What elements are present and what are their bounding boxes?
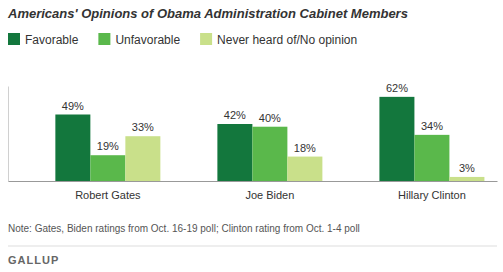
bar xyxy=(287,157,322,181)
x-tick-label: Robert Gates xyxy=(75,189,141,201)
data-label: 33% xyxy=(132,121,154,133)
y-axis-line xyxy=(8,87,9,182)
note: Note: Gates, Biden ratings from Oct. 16-… xyxy=(8,223,360,234)
legend-item: Favorable xyxy=(8,33,79,47)
separator xyxy=(8,246,497,247)
bar xyxy=(125,136,160,181)
data-label: 18% xyxy=(294,142,316,154)
bars xyxy=(55,97,484,181)
data-label: 62% xyxy=(386,82,408,94)
data-label: 19% xyxy=(97,140,119,152)
x-tick-label: Hillary Clinton xyxy=(398,189,466,201)
data-labels: 49% 42% 62% 19% 40% 34% 33% 18% 3% xyxy=(62,82,475,174)
x-tick: Robert Gates xyxy=(75,181,141,201)
chart: Americans' Opinions of Obama Administrat… xyxy=(0,0,503,272)
legend-item: Unfavorable xyxy=(98,33,180,47)
bar xyxy=(90,155,125,181)
data-label: 3% xyxy=(459,162,475,174)
data-label: 42% xyxy=(224,109,246,121)
legend-swatch xyxy=(200,33,212,45)
title: Americans' Opinions of Obama Administrat… xyxy=(7,6,408,21)
bar xyxy=(414,135,449,181)
data-label: 49% xyxy=(62,100,84,112)
legend-label: Unfavorable xyxy=(115,33,180,47)
x-tick-label: Joe Biden xyxy=(245,189,294,201)
data-label: 40% xyxy=(259,112,281,124)
bar xyxy=(252,127,287,181)
legend-swatch xyxy=(8,33,20,45)
x-tick: Joe Biden xyxy=(245,181,294,201)
x-axis: Robert Gates Joe Biden Hillary Clinton xyxy=(9,181,498,201)
bar xyxy=(379,97,414,181)
y-axis xyxy=(8,87,9,182)
legend-label: Never heard of/No opinion xyxy=(217,33,357,47)
bar xyxy=(217,124,252,181)
legend-swatch xyxy=(98,33,110,45)
x-axis-line xyxy=(9,181,498,182)
legend: Favorable Unfavorable Never heard of/No op… xyxy=(8,33,357,47)
x-tick: Hillary Clinton xyxy=(398,181,466,201)
bar xyxy=(55,115,90,182)
bar xyxy=(449,177,484,181)
data-label: 34% xyxy=(421,120,443,132)
legend-label: Favorable xyxy=(25,33,79,47)
source: GALLUP xyxy=(8,254,59,266)
legend-item: Never heard of/No opinion xyxy=(200,33,357,47)
